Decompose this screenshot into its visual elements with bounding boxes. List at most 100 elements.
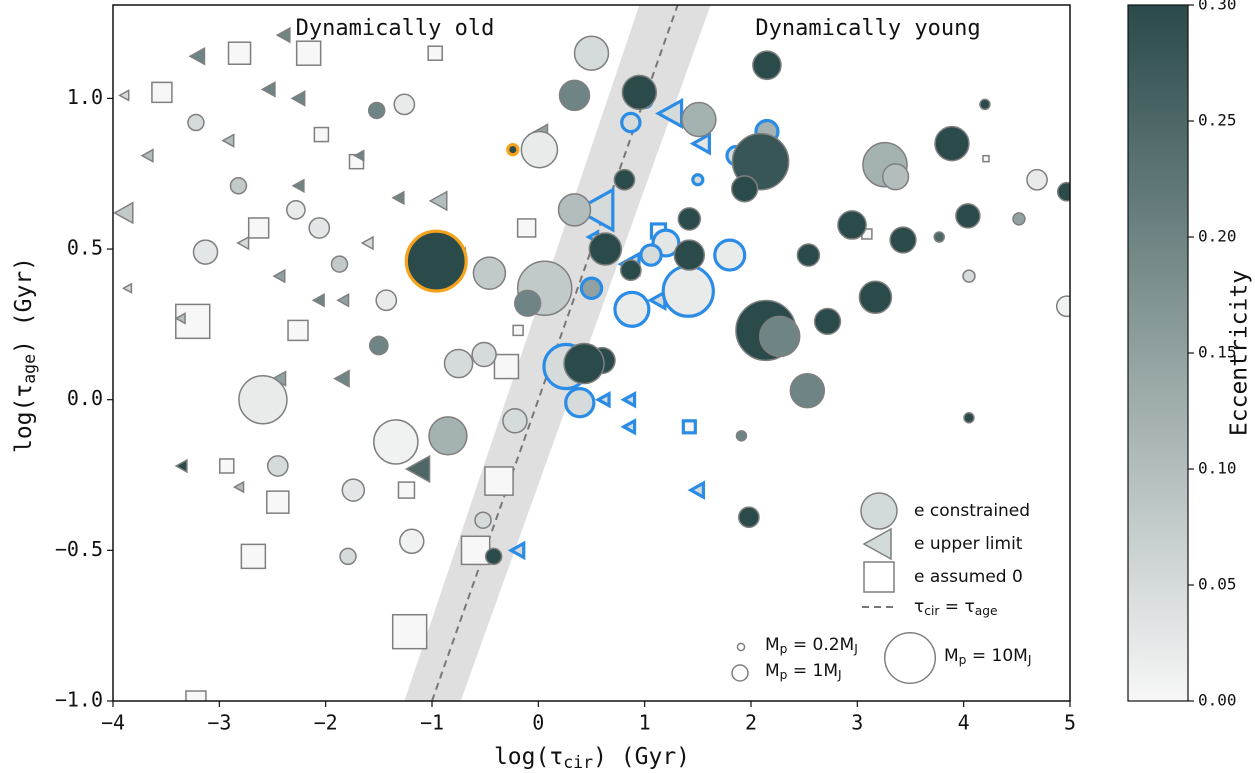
legend-label: e upper limit xyxy=(914,534,1023,554)
point xyxy=(588,232,623,266)
size-legend-marker xyxy=(883,631,937,685)
point xyxy=(339,547,357,566)
point xyxy=(404,454,431,484)
point xyxy=(360,235,374,251)
label-part: p xyxy=(780,642,788,656)
plot-frame xyxy=(112,4,1071,702)
x-tick-label: 0 xyxy=(532,711,544,735)
legend-marker xyxy=(862,527,892,561)
point xyxy=(979,98,991,111)
colorbar xyxy=(1127,4,1189,702)
x-tick-label: −3 xyxy=(207,711,231,735)
point xyxy=(752,50,782,81)
point xyxy=(493,353,520,380)
colorbar-tick-label: 0.25 xyxy=(1198,111,1237,130)
colorbar-tick-label: 0.10 xyxy=(1198,459,1237,478)
x-tick-label: 1 xyxy=(639,711,651,735)
label-part: cir xyxy=(563,753,593,772)
point xyxy=(681,101,717,138)
point xyxy=(236,235,250,251)
point xyxy=(520,130,559,169)
point xyxy=(368,335,389,356)
colorbar-tick-label: 0.30 xyxy=(1198,0,1237,14)
point xyxy=(691,173,705,187)
size-legend-label: Mp = 0.2MJ xyxy=(765,635,858,656)
point xyxy=(272,268,286,284)
point xyxy=(962,269,976,283)
y-tick-label: 1.0 xyxy=(67,85,103,109)
point xyxy=(858,280,893,315)
point xyxy=(1055,295,1070,318)
point xyxy=(713,238,747,272)
point xyxy=(187,113,205,132)
point xyxy=(295,40,322,66)
size-legend-marker xyxy=(736,642,746,652)
legend-marker xyxy=(863,561,895,593)
point xyxy=(837,210,867,240)
legend-label: e assumed 0 xyxy=(914,567,1023,587)
point xyxy=(889,226,917,254)
point xyxy=(393,93,416,116)
label-part: ) (Gyr) xyxy=(11,257,37,354)
point xyxy=(681,419,697,435)
point xyxy=(266,490,290,514)
point xyxy=(573,187,615,233)
point xyxy=(564,387,596,419)
x-tick-label: −1 xyxy=(420,711,444,735)
point xyxy=(955,203,981,229)
point xyxy=(502,408,528,434)
point xyxy=(573,35,610,71)
point xyxy=(174,312,186,325)
point xyxy=(188,46,206,66)
y-tick-label: −0.5 xyxy=(55,537,103,561)
colorbar-tick-label: 0.00 xyxy=(1198,691,1237,710)
point xyxy=(311,293,325,308)
legend-label: τcir = τage xyxy=(914,597,998,618)
point xyxy=(735,430,748,442)
annotation: Dynamically young xyxy=(755,16,980,41)
point xyxy=(621,74,658,111)
label-part: M xyxy=(944,646,959,666)
point xyxy=(287,319,309,342)
y-tick-label: 0.5 xyxy=(67,236,103,260)
colorbar-tick-label: 0.05 xyxy=(1198,575,1237,594)
point xyxy=(484,547,503,566)
point xyxy=(460,535,491,566)
x-tick-label: 3 xyxy=(851,711,863,735)
size-legend-marker xyxy=(731,664,749,682)
point xyxy=(472,256,507,290)
point xyxy=(367,101,386,120)
point xyxy=(333,369,350,388)
point xyxy=(514,289,542,317)
y-tick-label: 0.0 xyxy=(67,386,103,410)
point xyxy=(661,264,715,318)
point xyxy=(121,282,133,294)
point xyxy=(594,390,611,409)
point xyxy=(758,315,801,358)
point xyxy=(353,149,365,162)
point xyxy=(275,26,291,44)
point xyxy=(330,255,349,273)
colorbar-tick-label: 0.20 xyxy=(1198,227,1237,246)
point xyxy=(963,412,975,424)
label-part: = τ xyxy=(939,597,974,617)
label-part: log(τ xyxy=(11,384,37,453)
point xyxy=(474,511,492,529)
x-tick-label: 5 xyxy=(1064,711,1076,735)
label-part: ) (Gyr) xyxy=(593,744,690,770)
x-tick-label: −4 xyxy=(101,711,125,735)
point xyxy=(375,289,398,312)
point xyxy=(639,243,663,267)
colorbar-label: Eccentricity xyxy=(1227,270,1253,436)
point xyxy=(336,293,350,308)
label-part: p xyxy=(780,668,788,682)
point xyxy=(506,142,520,157)
point xyxy=(796,243,821,267)
point xyxy=(789,372,826,409)
point xyxy=(397,481,416,499)
label-part: log(τ xyxy=(494,744,563,770)
point xyxy=(391,613,428,650)
point xyxy=(881,163,910,191)
point xyxy=(192,239,219,265)
point xyxy=(238,374,288,425)
